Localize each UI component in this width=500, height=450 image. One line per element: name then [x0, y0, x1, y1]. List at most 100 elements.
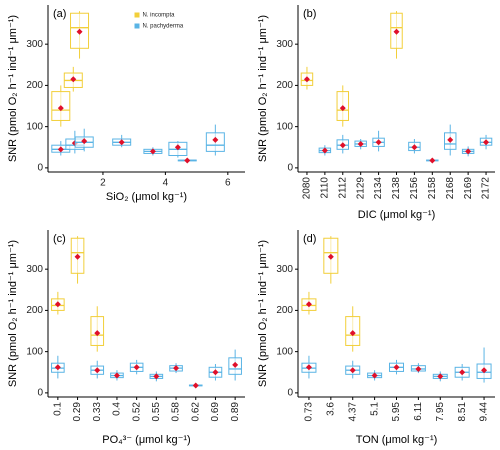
panel-label: (d) [303, 233, 316, 245]
y-tick-label: 300 [26, 39, 43, 50]
x-tick-label: 0.29 [72, 402, 83, 422]
y-tick-label: 100 [26, 346, 43, 357]
y-tick-label: 300 [26, 264, 43, 275]
y-axis-title: SNR (pmol O₂ h⁻¹ ind⁻¹ μm⁻¹) [257, 15, 269, 162]
y-axis-title: SNR (pmol O₂ h⁻¹ ind⁻¹ μm⁻¹) [257, 240, 269, 387]
mean-marker [429, 157, 436, 164]
x-tick-label: 0.52 [131, 402, 142, 422]
mean-marker [411, 144, 418, 151]
y-tick-label: 300 [276, 39, 293, 50]
x-tick-label: 2158 [427, 177, 438, 200]
mean-marker [192, 382, 199, 389]
mean-marker [149, 148, 156, 155]
mean-marker [173, 365, 180, 372]
x-axis-title: TON (μmol kg⁻¹) [356, 434, 438, 446]
y-tick-label: 100 [26, 121, 43, 132]
legend-label: N. incompta [143, 13, 176, 19]
x-tick-label: 2129 [355, 177, 366, 200]
x-tick-label: 0.4 [112, 402, 123, 416]
mean-marker [357, 140, 364, 147]
mean-marker [174, 144, 181, 151]
y-axis-title: SNR (pmol O₂ h⁻¹ ind⁻¹ μm⁻¹) [7, 15, 19, 162]
mean-marker [305, 301, 312, 308]
mean-marker [70, 76, 77, 83]
x-axis-title: DIC (μmol kg⁻¹) [358, 209, 436, 221]
x-axis-title: PO₄³⁻ (μmol kg⁻¹) [102, 434, 190, 446]
y-tick-label: 100 [276, 121, 293, 132]
mean-marker [113, 372, 120, 379]
x-tick-label: 2169 [463, 177, 474, 200]
x-tick-label: 5.1 [369, 402, 380, 416]
y-tick-label: 0 [37, 388, 43, 399]
mean-marker [54, 364, 61, 371]
mean-marker [57, 105, 64, 112]
y-tick-label: 0 [287, 388, 293, 399]
mean-marker [118, 139, 125, 146]
x-tick-label: 2 [100, 178, 106, 189]
legend-label: N. pachyderma [143, 24, 184, 30]
x-tick-label: 3.6 [325, 402, 336, 416]
mean-marker [483, 139, 490, 146]
x-tick-label: 2138 [391, 177, 402, 200]
x-tick-label: 9.44 [479, 402, 490, 422]
x-tick-label: 2080 [302, 177, 313, 200]
mean-marker [133, 364, 140, 371]
mean-marker [415, 365, 422, 372]
mean-marker [54, 301, 61, 308]
panel-label: (c) [53, 233, 66, 245]
y-tick-label: 100 [276, 346, 293, 357]
y-tick-label: 200 [276, 305, 293, 316]
mean-marker [303, 76, 310, 83]
x-tick-label: 2110 [320, 177, 331, 199]
panel-label: (b) [303, 8, 316, 20]
y-tick-label: 200 [26, 80, 43, 91]
y-tick-label: 200 [26, 305, 43, 316]
y-tick-label: 200 [276, 80, 293, 91]
x-tick-label: 4 [163, 178, 169, 189]
mean-marker [339, 105, 346, 112]
mean-marker [349, 367, 356, 374]
x-tick-label: 0.62 [190, 402, 201, 422]
mean-marker [465, 148, 472, 155]
mean-marker [153, 373, 160, 380]
mean-marker [459, 369, 466, 376]
mean-marker [57, 146, 64, 153]
y-axis-title: SNR (pmol O₂ h⁻¹ ind⁻¹ μm⁻¹) [7, 240, 19, 387]
x-tick-label: 0.33 [92, 402, 103, 422]
mean-marker [447, 136, 454, 143]
mean-marker [327, 253, 334, 260]
mean-marker [74, 253, 81, 260]
x-tick-label: 0.89 [230, 402, 241, 422]
mean-marker [81, 138, 88, 145]
x-tick-label: 2134 [373, 177, 384, 200]
mean-marker [94, 367, 101, 374]
x-tick-label: 5.95 [391, 402, 402, 422]
mean-marker [212, 136, 219, 143]
y-tick-label: 0 [37, 163, 43, 174]
mean-marker [184, 157, 191, 164]
y-tick-label: 300 [276, 264, 293, 275]
mean-marker [349, 330, 356, 337]
x-tick-label: 2156 [409, 177, 420, 200]
x-tick-label: 7.95 [435, 402, 446, 422]
legend-swatch [134, 12, 140, 18]
x-tick-label: 0.58 [171, 402, 182, 422]
mean-marker [305, 364, 312, 371]
x-tick-label: 6.11 [413, 402, 424, 421]
x-tick-label: 0.73 [304, 402, 315, 422]
mean-marker [371, 372, 378, 379]
mean-marker [76, 28, 83, 35]
legend-swatch [134, 23, 140, 29]
mean-marker [393, 28, 400, 35]
x-tick-label: 0.69 [210, 402, 221, 422]
x-tick-label: 2172 [481, 177, 492, 200]
x-tick-label: 6 [225, 178, 231, 189]
mean-marker [393, 364, 400, 371]
mean-marker [212, 369, 219, 376]
mean-marker [481, 367, 488, 374]
y-tick-label: 0 [287, 163, 293, 174]
mean-marker [321, 147, 328, 154]
x-tick-label: 4.37 [347, 402, 358, 422]
x-tick-label: 8.51 [457, 402, 468, 422]
